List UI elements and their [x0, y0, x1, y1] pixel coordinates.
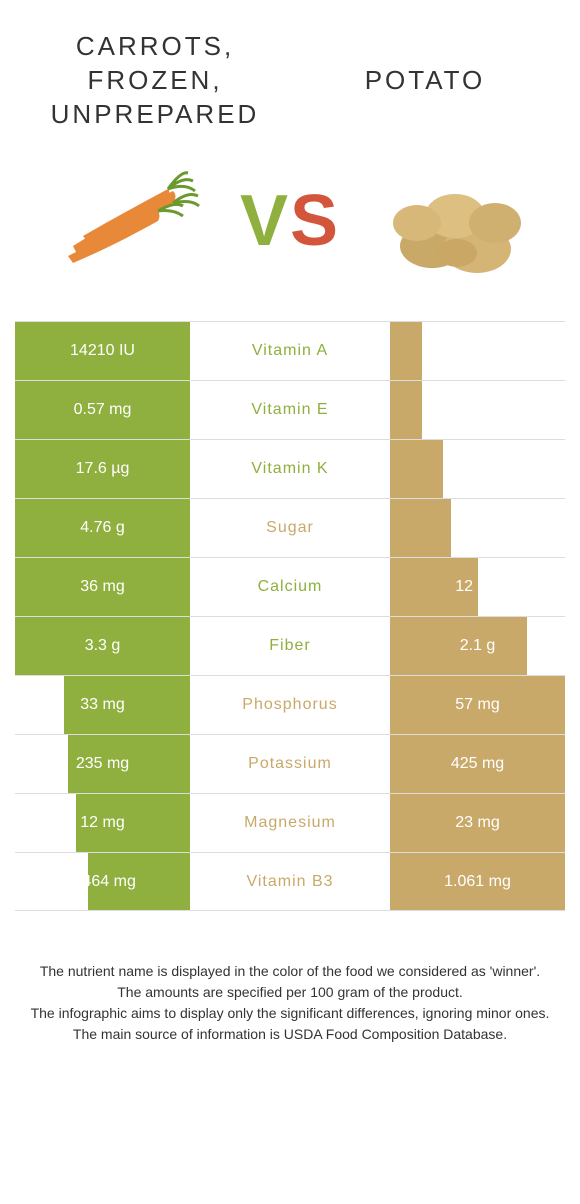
right-value-cell: 1.061 mg [390, 853, 565, 910]
right-value-cell: 425 mg [390, 735, 565, 793]
right-value-cell: 0.82 g [390, 499, 565, 557]
table-row: 0.57 mg Vitamin E 0.01 mg [15, 380, 565, 439]
nutrient-label: Fiber [190, 617, 390, 675]
right-value: 2.1 g [460, 637, 496, 655]
left-value-cell: 36 mg [15, 558, 190, 616]
right-value: 57 mg [455, 696, 499, 714]
nutrient-label: Calcium [190, 558, 390, 616]
table-row: 0.464 mg Vitamin B3 1.061 mg [15, 852, 565, 911]
right-value: 425 mg [451, 755, 504, 773]
right-value-cell: 12 mg [390, 558, 565, 616]
right-value-cell: 2 IU [390, 322, 565, 380]
right-value: 2 µg [462, 460, 493, 478]
carrot-image [43, 161, 203, 281]
nutrient-label: Vitamin B3 [190, 853, 390, 910]
left-value-cell: 17.6 µg [15, 440, 190, 498]
left-value: 3.3 g [85, 637, 121, 655]
table-row: 12 mg Magnesium 23 mg [15, 793, 565, 852]
right-value-cell: 2 µg [390, 440, 565, 498]
table-row: 235 mg Potassium 425 mg [15, 734, 565, 793]
nutrient-label: Phosphorus [190, 676, 390, 734]
nutrient-label: Magnesium [190, 794, 390, 852]
right-value-cell: 23 mg [390, 794, 565, 852]
right-value: 12 mg [455, 578, 499, 596]
footnote-line: The amounts are specified per 100 gram o… [25, 982, 555, 1003]
table-row: 17.6 µg Vitamin K 2 µg [15, 439, 565, 498]
nutrient-label: Vitamin E [190, 381, 390, 439]
vs-v: V [240, 180, 290, 262]
right-value-cell: 2.1 g [390, 617, 565, 675]
left-value: 12 mg [80, 814, 124, 832]
right-value: 0.01 mg [449, 401, 507, 419]
table-row: 4.76 g Sugar 0.82 g [15, 498, 565, 557]
left-value: 14210 IU [70, 342, 135, 360]
table-row: 3.3 g Fiber 2.1 g [15, 616, 565, 675]
vs-label: VS [240, 180, 340, 262]
left-value-cell: 3.3 g [15, 617, 190, 675]
left-value: 0.464 mg [69, 873, 136, 891]
right-value: 23 mg [455, 814, 499, 832]
left-value: 0.57 mg [74, 401, 132, 419]
comparison-table: 14210 IU Vitamin A 2 IU 0.57 mg Vitamin E 0.0… [0, 321, 580, 911]
right-value-cell: 0.01 mg [390, 381, 565, 439]
left-value-cell: 33 mg [15, 676, 190, 734]
potato-image [377, 161, 537, 281]
nutrient-label: Sugar [190, 499, 390, 557]
vs-s: S [290, 180, 340, 262]
right-food-title: POTATO [290, 30, 560, 131]
left-value: 36 mg [80, 578, 124, 596]
hero-row: VS [0, 141, 580, 321]
left-value-cell: 14210 IU [15, 322, 190, 380]
left-food-title: CARROTS, FROZEN, UNPREPARED [20, 30, 290, 131]
right-value: 0.82 g [455, 519, 499, 537]
table-row: 33 mg Phosphorus 57 mg [15, 675, 565, 734]
right-value: 1.061 mg [444, 873, 511, 891]
footnote-line: The main source of information is USDA F… [25, 1024, 555, 1045]
left-value: 33 mg [80, 696, 124, 714]
footnote-line: The nutrient name is displayed in the co… [25, 961, 555, 982]
table-row: 14210 IU Vitamin A 2 IU [15, 321, 565, 380]
left-value-cell: 0.57 mg [15, 381, 190, 439]
left-value: 4.76 g [80, 519, 124, 537]
left-value-cell: 4.76 g [15, 499, 190, 557]
left-value-cell: 0.464 mg [15, 853, 190, 910]
left-value: 17.6 µg [76, 460, 130, 478]
nutrient-label: Potassium [190, 735, 390, 793]
title-row: CARROTS, FROZEN, UNPREPARED POTATO [0, 0, 580, 141]
footnote-line: The infographic aims to display only the… [25, 1003, 555, 1024]
left-value: 235 mg [76, 755, 129, 773]
footnotes: The nutrient name is displayed in the co… [0, 911, 580, 1065]
table-row: 36 mg Calcium 12 mg [15, 557, 565, 616]
right-value-cell: 57 mg [390, 676, 565, 734]
right-value: 2 IU [463, 342, 492, 360]
left-value-cell: 235 mg [15, 735, 190, 793]
nutrient-label: Vitamin K [190, 440, 390, 498]
left-value-cell: 12 mg [15, 794, 190, 852]
nutrient-label: Vitamin A [190, 322, 390, 380]
